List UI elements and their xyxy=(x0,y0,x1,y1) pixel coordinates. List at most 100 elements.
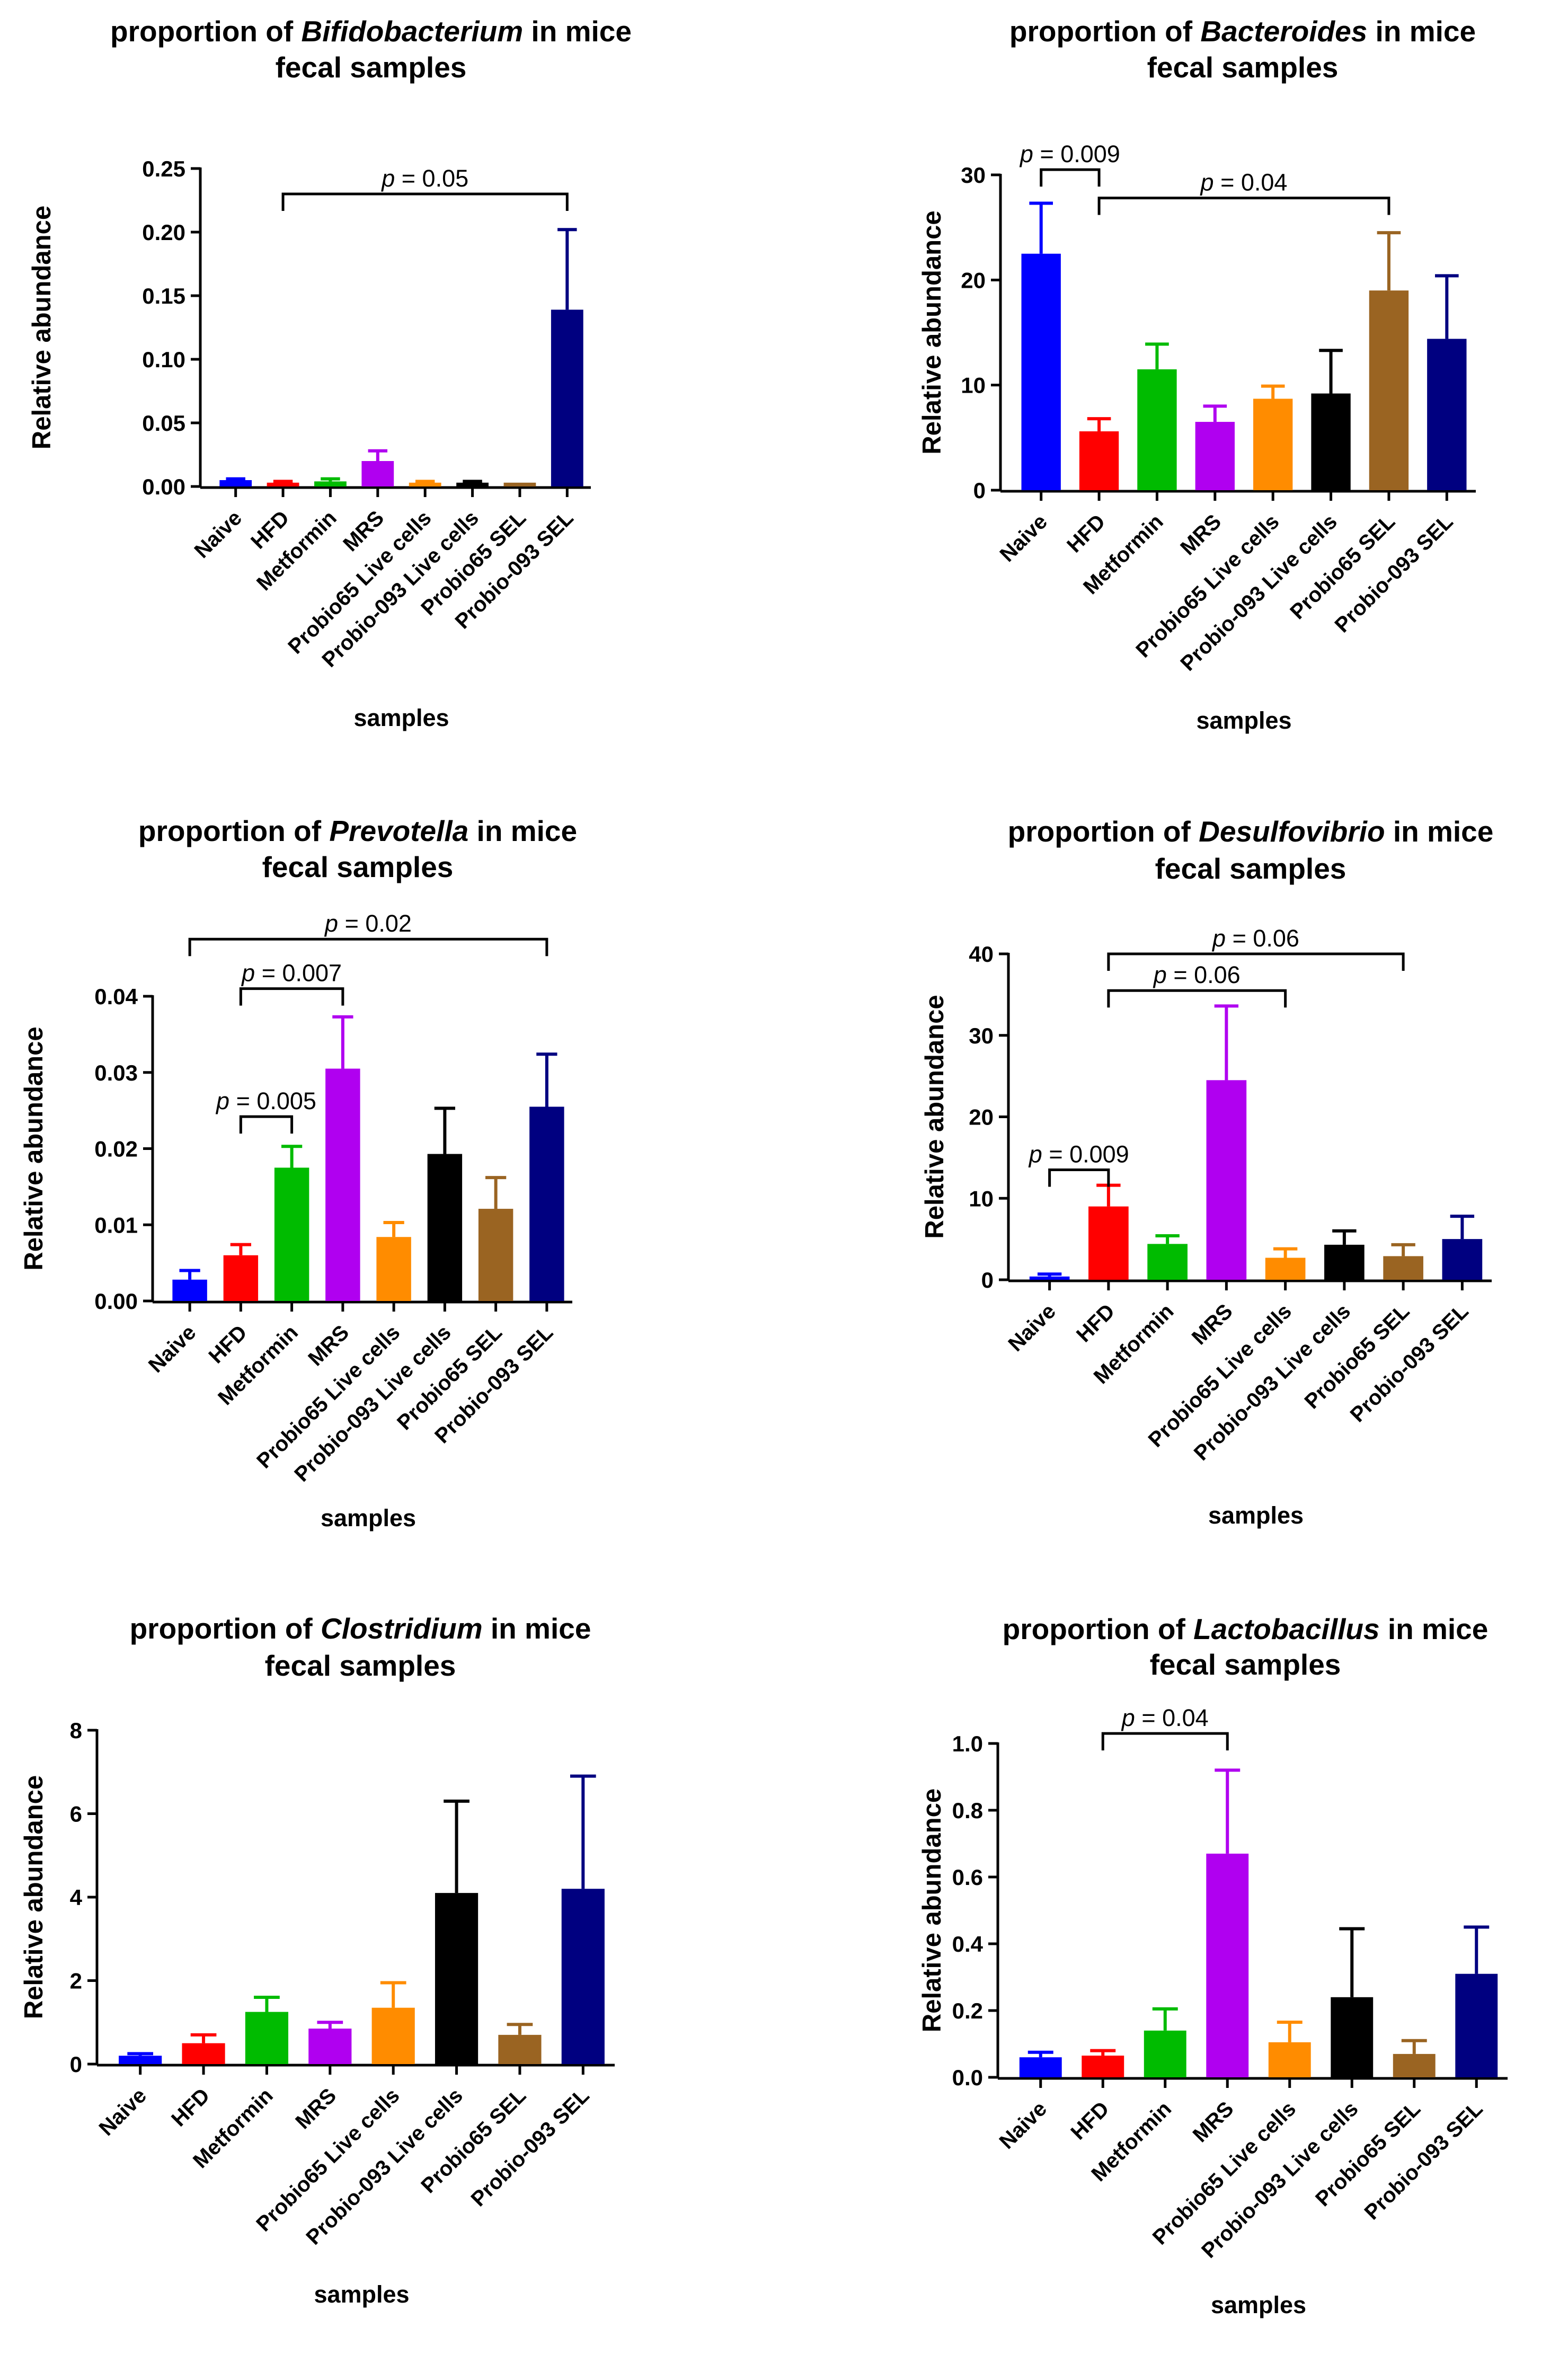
chart-subtitle: fecal samples xyxy=(262,851,454,883)
y-tick-label: 6 xyxy=(70,1802,82,1827)
y-tick-label: 20 xyxy=(961,268,986,293)
y-tick-label: 0 xyxy=(70,2052,82,2077)
y-tick-label: 2 xyxy=(70,1969,82,1994)
significance-bracket-0 xyxy=(1040,168,1101,187)
x-tick-label: HFD xyxy=(1072,1299,1119,1347)
bar-4 xyxy=(1265,1258,1306,1280)
x-tick-label: Probio65 SEL xyxy=(1286,510,1399,624)
bar-2 xyxy=(1147,1244,1188,1280)
x-tick-label: Naive xyxy=(144,1321,201,1377)
bar-4 xyxy=(409,482,441,486)
bar-6 xyxy=(1369,290,1409,490)
p-symbol: p xyxy=(215,1087,229,1114)
y-tick-label: 10 xyxy=(969,1186,994,1211)
significance-bracket-1 xyxy=(239,987,344,1006)
title-suffix: in mice xyxy=(1367,15,1476,48)
bar-4 xyxy=(1253,399,1293,490)
significance-bracket-2 xyxy=(188,937,548,957)
x-tick-label: Naive xyxy=(995,510,1052,566)
x-tick-label: HFD xyxy=(167,2084,214,2131)
y-tick-label: 0.0 xyxy=(952,2065,983,2090)
chart-title: proportion of Lactobacillus in mice xyxy=(1003,1613,1489,1645)
x-tick-label: Probio65 SEL xyxy=(1311,2097,1425,2211)
y-tick-label: 0 xyxy=(981,1268,994,1292)
bar-5 xyxy=(1324,1244,1365,1280)
x-tick-label: HFD xyxy=(204,1321,251,1368)
bar-3 xyxy=(1206,1853,1249,2077)
chart-title: proportion of Bacteroides in mice xyxy=(1009,15,1476,48)
bar-5 xyxy=(1311,393,1351,490)
y-axis-label: Relative abundance xyxy=(20,1775,48,2019)
title-genus: Bifidobacterium xyxy=(302,15,524,48)
chart-title: proportion of Clostridium in mice xyxy=(130,1612,591,1645)
title-suffix: in mice xyxy=(1385,815,1494,848)
bar-5 xyxy=(456,482,489,486)
y-tick-label: 20 xyxy=(969,1105,994,1130)
bar-1 xyxy=(182,2043,225,2064)
bar-3 xyxy=(361,461,394,486)
bar-1 xyxy=(1088,1206,1129,1280)
y-tick-label: 4 xyxy=(70,1885,83,1910)
y-tick-label: 0.15 xyxy=(142,284,185,308)
bar-2 xyxy=(245,2012,289,2064)
significance-label-2: p = 0.02 xyxy=(324,910,412,937)
y-axis-label: Relative abundance xyxy=(918,1789,946,2032)
title-suffix: in mice xyxy=(1380,1613,1489,1645)
title-genus: Clostridium xyxy=(321,1612,483,1645)
chart-panel-5: proportion of Lactobacillus in micefecal… xyxy=(918,1613,1508,2318)
bar-6 xyxy=(503,482,536,486)
chart-panel-3: proportion of Desulfovibrio in mice fecal… xyxy=(920,815,1493,1529)
y-tick-label: 0.20 xyxy=(142,220,185,245)
p-value: = 0.04 xyxy=(1135,1704,1209,1731)
x-axis-label: samples xyxy=(1211,2291,1306,2318)
y-tick-label: 0.10 xyxy=(142,347,185,372)
chart-subtitle: fecal samples xyxy=(265,1649,456,1682)
bar-7 xyxy=(1427,339,1467,490)
x-tick-label: Probio65 SEL xyxy=(1300,1299,1414,1413)
x-axis-label: samples xyxy=(1208,1502,1304,1529)
p-value: = 0.06 xyxy=(1226,925,1299,952)
p-value: = 0.005 xyxy=(229,1087,316,1114)
y-tick-label: 0.00 xyxy=(94,1289,138,1314)
x-tick-label: Naive xyxy=(1004,1299,1060,1356)
bar-1 xyxy=(223,1255,259,1301)
bar-7 xyxy=(1442,1239,1483,1280)
title-suffix: in mice xyxy=(468,814,577,847)
significance-bracket-1 xyxy=(1097,197,1390,215)
bar-2 xyxy=(314,481,347,486)
p-value: = 0.06 xyxy=(1167,961,1241,988)
title-prefix: proportion of xyxy=(1003,1613,1193,1645)
significance-bracket-0 xyxy=(1101,1732,1229,1751)
bar-7 xyxy=(551,309,583,486)
y-axis-label: Relative abundance xyxy=(28,206,56,449)
bar-6 xyxy=(478,1209,513,1301)
bar-7 xyxy=(561,1889,605,2064)
significance-bracket-2 xyxy=(1107,952,1405,971)
bar-5 xyxy=(427,1154,463,1301)
chart-panel-2: proportion of Prevotella in mice fecal sa… xyxy=(20,814,577,1531)
x-tick-label: MRS xyxy=(1188,1299,1237,1349)
bar-1 xyxy=(1082,2056,1124,2077)
bar-6 xyxy=(498,2034,542,2064)
x-axis-label: samples xyxy=(353,704,449,731)
p-value: = 0.05 xyxy=(395,165,468,192)
p-symbol: p xyxy=(241,960,255,987)
x-tick-label: HFD xyxy=(1066,2097,1113,2144)
x-tick-label: MRS xyxy=(291,2084,341,2133)
title-genus: Lactobacillus xyxy=(1193,1613,1379,1645)
y-axis-label: Relative abundance xyxy=(918,210,946,454)
chart-subtitle: fecal samples xyxy=(1155,852,1346,885)
significance-label-0: p = 0.009 xyxy=(1028,1140,1129,1167)
p-symbol: p xyxy=(380,165,395,192)
bar-0 xyxy=(119,2056,162,2064)
bar-4 xyxy=(376,1237,411,1301)
y-tick-label: 0.4 xyxy=(952,1932,984,1956)
title-prefix: proportion of xyxy=(138,814,329,847)
p-value: = 0.007 xyxy=(255,960,342,987)
y-tick-label: 0.6 xyxy=(952,1865,983,1890)
chart-panel-4: proportion of Clostridium in mice fecal s… xyxy=(20,1612,615,2308)
bar-1 xyxy=(267,482,299,486)
significance-bracket-0 xyxy=(281,192,569,211)
x-tick-label: Naive xyxy=(995,2097,1052,2154)
title-prefix: proportion of xyxy=(1009,15,1200,48)
